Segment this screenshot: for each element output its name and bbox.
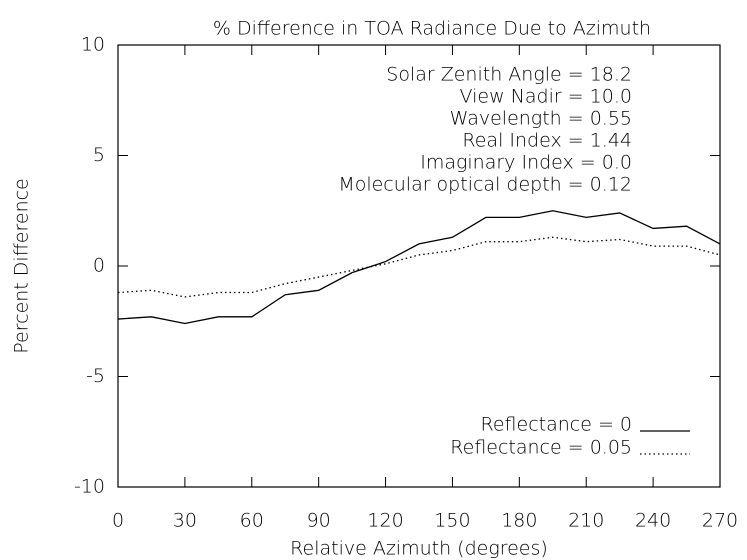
x-tick-label: 240 xyxy=(635,510,671,532)
legend-label: Reflectance = 0 xyxy=(481,414,633,436)
annotation: Real Index = 1.44 xyxy=(462,130,632,152)
chart-title: % Difference in TOA Radiance Due to Azim… xyxy=(213,18,651,40)
x-tick-label: 270 xyxy=(702,510,738,532)
y-axis-label: Percent Difference xyxy=(11,178,33,353)
x-tick-label: 30 xyxy=(173,510,197,532)
annotation: Molecular optical depth = 0.12 xyxy=(338,174,632,196)
annotation: Solar Zenith Angle = 18.2 xyxy=(386,64,632,86)
data-line xyxy=(117,236,721,298)
x-tick-label: 60 xyxy=(240,510,264,532)
x-tick-label: 90 xyxy=(307,510,331,532)
y-tick-label: 0 xyxy=(93,255,105,277)
legend-label: Reflectance = 0.05 xyxy=(450,437,632,459)
x-tick-label: 150 xyxy=(434,510,470,532)
annotation: Wavelength = 0.55 xyxy=(450,108,632,130)
y-tick-label: -5 xyxy=(86,365,105,387)
annotation: Imaginary Index = 0.0 xyxy=(420,152,632,174)
x-tick-label: 0 xyxy=(112,510,124,532)
x-tick-label: 120 xyxy=(367,510,403,532)
y-tick-label: 10 xyxy=(81,34,105,56)
y-tick-label: -10 xyxy=(74,476,105,498)
annotation: View Nadir = 10.0 xyxy=(460,86,632,108)
x-tick-label: 210 xyxy=(568,510,604,532)
data-line xyxy=(117,210,721,325)
x-axis-label: Relative Azimuth (degrees) xyxy=(290,538,548,560)
x-tick-label: 180 xyxy=(501,510,537,532)
y-tick-label: 5 xyxy=(93,144,105,166)
